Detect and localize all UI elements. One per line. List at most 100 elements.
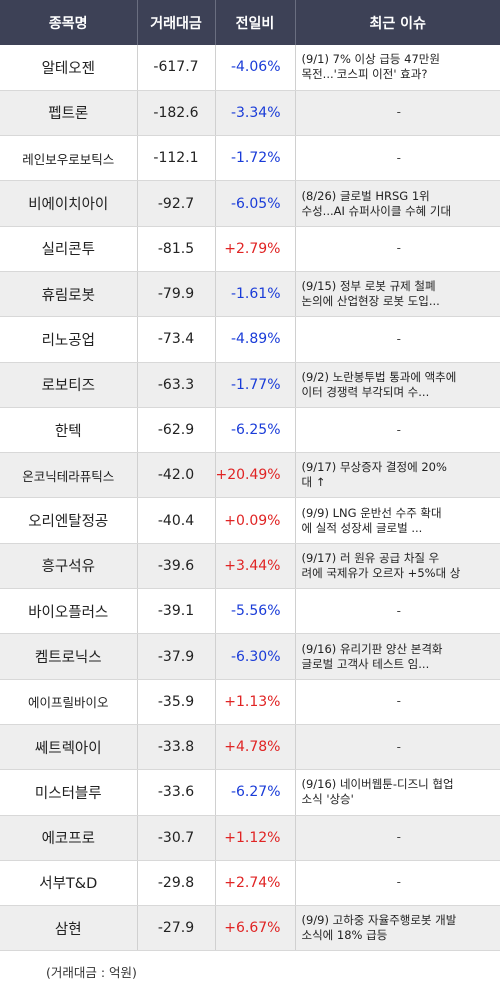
change-percent: -6.27% [215, 769, 296, 816]
stock-name: 비에이치아이 [0, 180, 138, 227]
stock-name: 한텍 [0, 407, 138, 454]
issue-line: (9/17) 무상증자 결정에 20% [301, 460, 447, 475]
table-row: 에코프로 -30.7 +1.12% - [0, 815, 500, 861]
trade-amount: -62.9 [137, 407, 216, 454]
table-row: 알테오젠 -617.7 -4.06% (9/1) 7% 이상 급등 47만원 목전..… [0, 45, 500, 91]
issue-line: (9/16) 네이버웹툰-디즈니 협업 [301, 777, 454, 792]
recent-issue: - [295, 724, 500, 771]
trade-amount: -73.4 [137, 316, 216, 363]
change-percent: +6.67% [215, 905, 296, 952]
recent-issue: (9/17) 무상증자 결정에 20% 대 ↑ [295, 452, 500, 499]
trade-amount: -42.0 [137, 452, 216, 499]
recent-issue: - [295, 90, 500, 137]
recent-issue: (9/17) 러 원유 공급 차질 우 려에 국제유가 오르자 +5%대 상 [295, 543, 500, 590]
recent-issue: (9/1) 7% 이상 급등 47만원 목전...'코스피 이전' 효과? [295, 45, 500, 91]
recent-issue: - [295, 588, 500, 635]
change-percent: -4.89% [215, 316, 296, 363]
change-percent: -3.34% [215, 90, 296, 137]
trade-amount: -79.9 [137, 271, 216, 318]
stock-name: 휴림로봇 [0, 271, 138, 318]
trade-amount: -35.9 [137, 679, 216, 725]
trade-amount: -40.4 [137, 497, 216, 544]
recent-issue: (9/9) 고하중 자율주행로봇 개발 소식에 18% 급등 [295, 905, 500, 952]
issue-line: 대 ↑ [301, 475, 326, 490]
stock-name: 온코닉테라퓨틱스 [0, 452, 138, 499]
change-percent: -4.06% [215, 45, 296, 91]
stock-name: 로보티즈 [0, 362, 138, 408]
stock-name: 미스터블루 [0, 769, 138, 816]
issue-line: (9/2) 노란봉투법 통과에 액추에 [301, 369, 457, 384]
table-row: 흥구석유 -39.6 +3.44% (9/17) 러 원유 공급 차질 우 려에 국제유… [0, 543, 500, 590]
trade-amount: -81.5 [137, 226, 216, 272]
recent-issue: - [295, 135, 500, 182]
change-percent: -6.25% [215, 407, 296, 454]
recent-issue: - [295, 316, 500, 363]
change-percent: +2.74% [215, 860, 296, 907]
table-header-row: 종목명 거래대금 전일비 최근 이슈 [0, 0, 500, 45]
header-change: 전일비 [215, 0, 296, 45]
trade-amount: -33.6 [137, 769, 216, 816]
issue-line: 글로벌 고객사 테스트 임... [301, 656, 430, 671]
table-row: 실리콘투 -81.5 +2.79% - [0, 226, 500, 272]
trade-amount: -39.1 [137, 588, 216, 635]
issue-line: 에 실적 성장세 글로벌 ... [301, 520, 423, 535]
table-row: 펩트론 -182.6 -3.34% - [0, 90, 500, 137]
table-row: 바이오플러스 -39.1 -5.56% - [0, 588, 500, 635]
trade-amount: -63.3 [137, 362, 216, 408]
stock-name: 실리콘투 [0, 226, 138, 272]
stock-name: 레인보우로보틱스 [0, 135, 138, 182]
change-percent: +2.79% [215, 226, 296, 272]
table-row: 레인보우로보틱스 -112.1 -1.72% - [0, 135, 500, 182]
trade-amount: -182.6 [137, 90, 216, 137]
table-row: 한텍 -62.9 -6.25% - [0, 407, 500, 454]
change-percent: +4.78% [215, 724, 296, 771]
stock-name: 서부T&D [0, 860, 138, 907]
trade-amount: -37.9 [137, 633, 216, 680]
recent-issue: - [295, 679, 500, 725]
trade-amount: -33.8 [137, 724, 216, 771]
change-percent: -1.77% [215, 362, 296, 408]
table-row: 리노공업 -73.4 -4.89% - [0, 316, 500, 363]
stock-name: 에코프로 [0, 815, 138, 861]
recent-issue: - [295, 860, 500, 907]
trade-amount: -27.9 [137, 905, 216, 952]
header-trade-amount: 거래대금 [137, 0, 216, 45]
change-percent: -1.61% [215, 271, 296, 318]
trade-amount: -29.8 [137, 860, 216, 907]
trade-amount: -30.7 [137, 815, 216, 861]
table-row: 서부T&D -29.8 +2.74% - [0, 860, 500, 907]
issue-line: 소식에 18% 급등 [301, 928, 388, 943]
table-row: 온코닉테라퓨틱스 -42.0 +20.49% (9/17) 무상증자 결정에 20% 대… [0, 452, 500, 499]
change-percent: -6.05% [215, 180, 296, 227]
header-recent-issue: 최근 이슈 [295, 0, 500, 45]
stock-name: 오리엔탈정공 [0, 497, 138, 544]
unit-footnote: (거래대금 : 억원) [46, 965, 137, 980]
change-percent: -6.30% [215, 633, 296, 680]
change-percent: +1.13% [215, 679, 296, 725]
recent-issue: (9/15) 정부 로봇 규제 철폐 논의에 산업현장 로봇 도입... [295, 271, 500, 318]
issue-line: 이터 경쟁력 부각되며 수... [301, 384, 430, 399]
trade-amount: -617.7 [137, 45, 216, 91]
trade-amount: -112.1 [137, 135, 216, 182]
stock-name: 알테오젠 [0, 45, 138, 91]
trade-amount: -39.6 [137, 543, 216, 590]
issue-line: (9/17) 러 원유 공급 차질 우 [301, 550, 440, 565]
table-row: 미스터블루 -33.6 -6.27% (9/16) 네이버웹툰-디즈니 협업 소식 '… [0, 769, 500, 816]
change-percent: +1.12% [215, 815, 296, 861]
issue-line: 논의에 산업현장 로봇 도입... [301, 294, 440, 309]
change-percent: +20.49% [215, 452, 296, 499]
header-stock-name: 종목명 [0, 0, 138, 45]
recent-issue: - [295, 407, 500, 454]
issue-line: (9/9) LNG 운반선 수주 확대 [301, 505, 442, 520]
stock-name: 리노공업 [0, 316, 138, 363]
stock-name: 삼현 [0, 905, 138, 952]
issue-line: (9/1) 7% 이상 급등 47만원 [301, 52, 440, 67]
recent-issue: (8/26) 글로벌 HRSG 1위 수성...AI 슈퍼사이클 수혜 기대 [295, 180, 500, 227]
recent-issue: (9/9) LNG 운반선 수주 확대 에 실적 성장세 글로벌 ... [295, 497, 500, 544]
stock-name: 쎄트렉아이 [0, 724, 138, 771]
table-row: 삼현 -27.9 +6.67% (9/9) 고하중 자율주행로봇 개발 소식에 18%… [0, 905, 500, 952]
issue-line: (9/9) 고하중 자율주행로봇 개발 [301, 913, 457, 928]
change-percent: +0.09% [215, 497, 296, 544]
recent-issue: (9/16) 네이버웹툰-디즈니 협업 소식 '상승' [295, 769, 500, 816]
issue-line: 려에 국제유가 오르자 +5%대 상 [301, 565, 461, 580]
